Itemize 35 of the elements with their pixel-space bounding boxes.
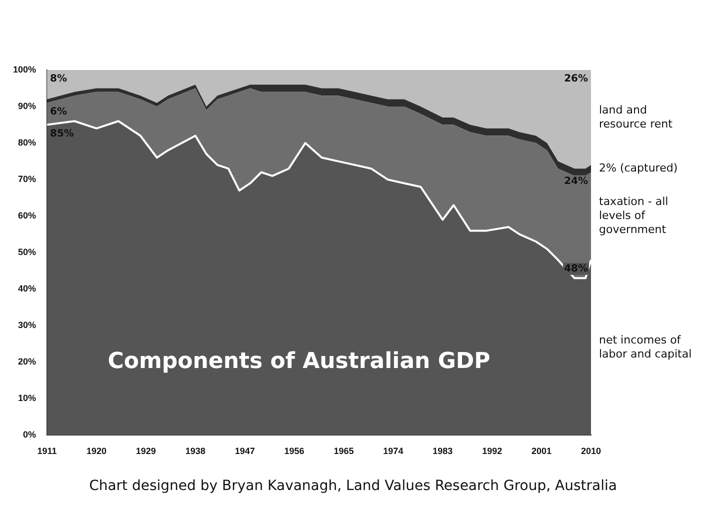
x-tick-label: 1992 — [482, 446, 502, 456]
data-label: 85% — [50, 128, 74, 140]
y-tick-label: 90% — [18, 101, 36, 112]
x-tick-label: 1938 — [185, 446, 206, 456]
data-label: 24% — [564, 176, 588, 187]
data-label: 6% — [50, 106, 68, 118]
text: Chart designed by Bryan Kavanagh, Land Values Research Group, Australia — [88, 478, 618, 494]
y-tick-label: 40% — [18, 284, 36, 294]
y-tick-label: 30% — [18, 320, 36, 330]
x-tick-label: 2001 — [532, 446, 552, 456]
series-label: taxation - all levels of government — [599, 194, 668, 236]
y-tick-label: 100% — [12, 64, 36, 74]
x-tick-label: 2010 — [580, 446, 602, 456]
series-label: land and resource rent — [599, 103, 674, 130]
data-label: 8% — [50, 74, 68, 85]
x-tick-label: 1929 — [136, 446, 156, 456]
series-label: 2% (captured) — [599, 161, 678, 174]
data-label: 26% — [564, 74, 588, 85]
y-tick-label: 0% — [23, 430, 36, 440]
y-tick-label: 60% — [18, 210, 36, 221]
y-tick-label: 50% — [18, 247, 36, 258]
y-tick-label: 70% — [18, 174, 36, 184]
series-label: net incomes of labor and capital — [599, 333, 692, 360]
x-tick-label: 1965 — [334, 446, 354, 456]
y-tick-label: 20% — [18, 356, 36, 367]
text: Components of Australian GDP — [108, 348, 490, 374]
x-tick-label: 1947 — [234, 446, 255, 456]
data-label: 48% — [564, 264, 588, 274]
x-tick-label: 1911 — [37, 446, 57, 456]
y-tick-label: 10% — [18, 393, 36, 404]
y-tick-label: 80% — [18, 138, 36, 148]
x-tick-label: 1956 — [284, 446, 304, 456]
x-tick-label: 1920 — [86, 446, 106, 456]
x-tick-label: 1974 — [383, 446, 404, 456]
x-tick-label: 1983 — [432, 446, 453, 456]
